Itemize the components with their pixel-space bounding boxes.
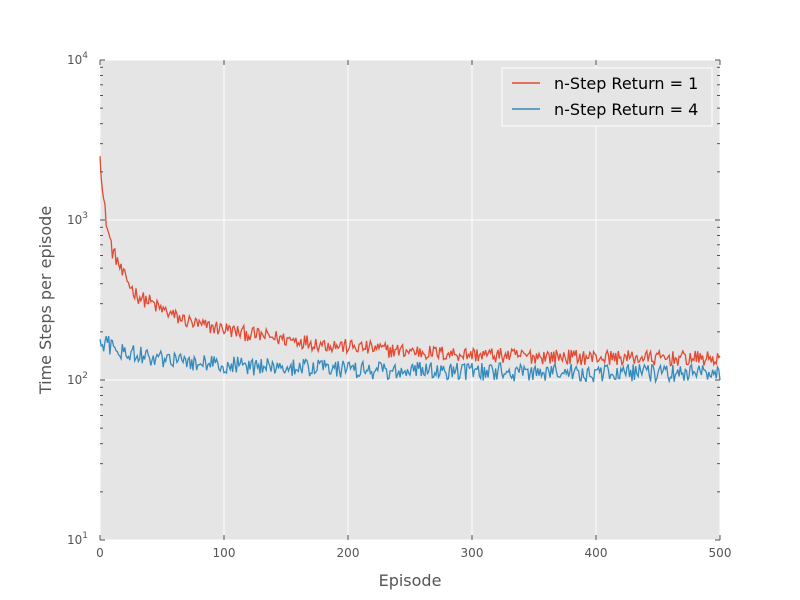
x-tick-label: 400 [585,546,608,560]
x-tick-label: 0 [96,546,104,560]
plot-area [100,60,720,540]
x-tick-labels: 0 100 200 300 400 500 [96,546,731,560]
y-tick-label: 101 [67,531,88,547]
series-line-2 [99,335,721,385]
x-tick-label: 500 [709,546,732,560]
series-layer [99,156,721,385]
legend-label-series-1: n-Step Return = 1 [554,74,698,93]
x-tick-label: 100 [213,546,236,560]
grid [99,59,721,541]
x-tick-label: 200 [337,546,360,560]
y-tick-label: 104 [67,51,88,67]
tick-marks [99,59,721,541]
legend-label-series-2: n-Step Return = 4 [554,100,698,119]
y-tick-labels: 101 102 103 104 [67,51,88,547]
y-tick-label: 102 [67,371,88,387]
y-tick-label: 103 [67,211,88,227]
legend-box [501,67,713,127]
x-axis-title: Episode [379,571,442,590]
y-axis-title: Time Steps per episode [36,206,55,395]
series-line-1 [99,156,721,367]
legend: n-Step Return = 1 n-Step Return = 4 [501,67,713,127]
x-tick-label: 300 [461,546,484,560]
